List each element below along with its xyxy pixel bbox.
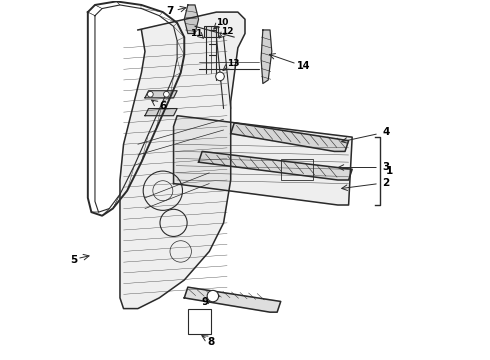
Polygon shape [145, 109, 177, 116]
Text: 14: 14 [297, 61, 311, 71]
Polygon shape [173, 116, 352, 205]
Text: 3: 3 [383, 162, 390, 172]
Circle shape [207, 291, 219, 302]
Text: 6: 6 [159, 101, 167, 111]
Polygon shape [231, 123, 348, 152]
Text: 13: 13 [226, 59, 239, 68]
Bar [204, 26, 218, 37]
Text: 11: 11 [191, 29, 203, 38]
Text: 10: 10 [216, 18, 228, 27]
Circle shape [164, 91, 169, 97]
Circle shape [147, 91, 153, 97]
Bar [188, 309, 211, 334]
Text: 5: 5 [71, 255, 78, 265]
Polygon shape [145, 91, 177, 98]
Text: 2: 2 [383, 177, 390, 188]
Text: 12: 12 [221, 27, 233, 36]
Polygon shape [261, 30, 272, 84]
Circle shape [216, 72, 224, 81]
Text: 9: 9 [201, 297, 208, 307]
Text: 8: 8 [207, 337, 215, 347]
Polygon shape [184, 5, 198, 33]
Polygon shape [198, 152, 352, 180]
Text: 4: 4 [382, 127, 390, 137]
Text: 1: 1 [386, 166, 393, 176]
Polygon shape [120, 12, 245, 309]
Bar [281, 158, 313, 180]
Polygon shape [184, 287, 281, 312]
Text: 7: 7 [166, 6, 173, 17]
